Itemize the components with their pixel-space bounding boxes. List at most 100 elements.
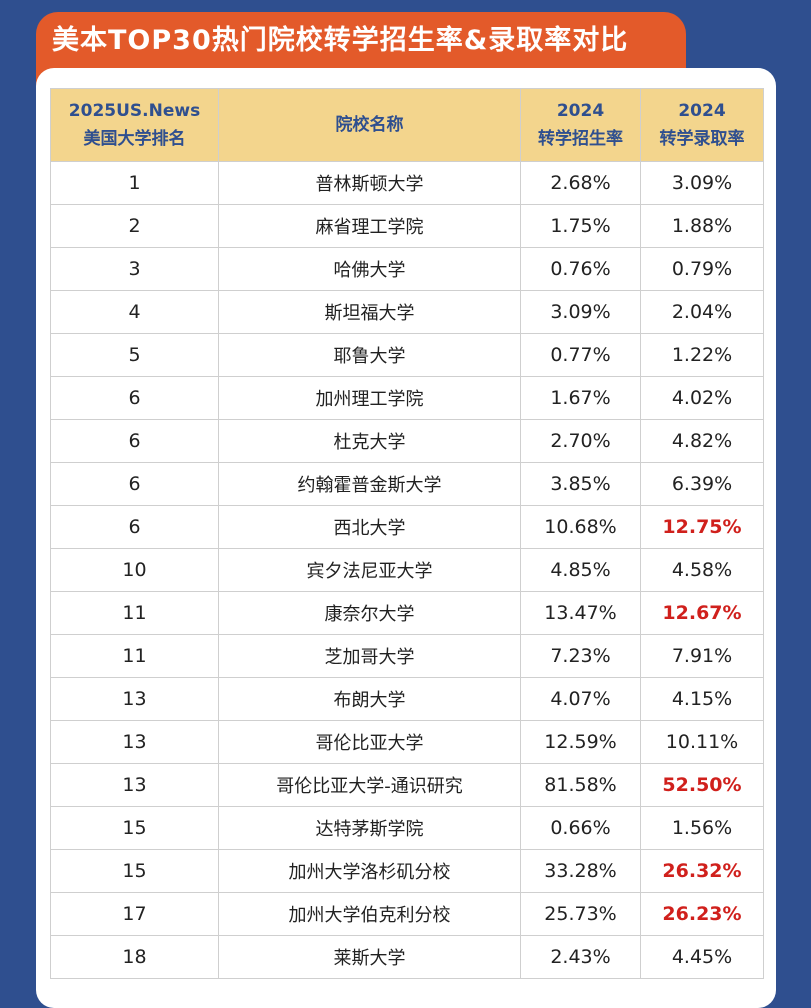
table-row: 11 芝加哥大学 7.23% 7.91%	[50, 634, 764, 678]
school-name-cell: 哈佛大学	[218, 247, 521, 291]
admit-rate-cell: 7.91%	[640, 634, 764, 678]
rank-cell: 13	[50, 763, 219, 807]
rank-cell: 4	[50, 290, 219, 334]
rank-cell: 15	[50, 806, 219, 850]
table-row: 13 哥伦比亚大学-通识研究 81.58% 52.50%	[50, 763, 764, 807]
enroll-rate-cell: 4.07%	[520, 677, 641, 721]
school-name-cell: 斯坦福大学	[218, 290, 521, 334]
rank-cell: 11	[50, 591, 219, 635]
table-row: 2 麻省理工学院 1.75% 1.88%	[50, 204, 764, 248]
enroll-rate-cell: 81.58%	[520, 763, 641, 807]
school-name-cell: 约翰霍普金斯大学	[218, 462, 521, 506]
rank-cell: 10	[50, 548, 219, 592]
table-row: 1 普林斯顿大学 2.68% 3.09%	[50, 161, 764, 205]
rank-cell: 11	[50, 634, 219, 678]
table-row: 10 宾夕法尼亚大学 4.85% 4.58%	[50, 548, 764, 592]
header-admit-line2: 转学录取率	[659, 129, 745, 149]
rank-cell: 18	[50, 935, 219, 979]
school-name-cell: 达特茅斯学院	[218, 806, 521, 850]
admit-rate-cell: 1.22%	[640, 333, 764, 377]
admit-rate-cell: 26.32%	[640, 849, 764, 893]
enroll-rate-cell: 0.66%	[520, 806, 641, 850]
school-name-cell: 哥伦比亚大学-通识研究	[218, 763, 521, 807]
rank-cell: 3	[50, 247, 219, 291]
enroll-rate-cell: 3.09%	[520, 290, 641, 334]
enroll-rate-cell: 2.70%	[520, 419, 641, 463]
school-name-cell: 西北大学	[218, 505, 521, 549]
enroll-rate-cell: 33.28%	[520, 849, 641, 893]
table-body: 1 普林斯顿大学 2.68% 3.09% 2 麻省理工学院 1.75% 1.88% 3 哈佛大学 0…	[50, 161, 764, 979]
school-name-cell: 宾夕法尼亚大学	[218, 548, 521, 592]
table-row: 11 康奈尔大学 13.47% 12.67%	[50, 591, 764, 635]
table-row: 3 哈佛大学 0.76% 0.79%	[50, 247, 764, 291]
header-rank-line1: 2025US.News	[68, 101, 201, 121]
ranking-table: 2025US.News 美国大学排名 院校名称 2024 转学招生率 2024 …	[50, 88, 764, 979]
rank-cell: 5	[50, 333, 219, 377]
school-name-cell: 莱斯大学	[218, 935, 521, 979]
table-row: 15 加州大学洛杉矶分校 33.28% 26.32%	[50, 849, 764, 893]
enroll-rate-cell: 4.85%	[520, 548, 641, 592]
enroll-rate-cell: 13.47%	[520, 591, 641, 635]
school-name-cell: 康奈尔大学	[218, 591, 521, 635]
school-name-cell: 麻省理工学院	[218, 204, 521, 248]
admit-rate-cell: 52.50%	[640, 763, 764, 807]
school-name-cell: 杜克大学	[218, 419, 521, 463]
header-name: 院校名称	[218, 88, 521, 162]
admit-rate-cell: 2.04%	[640, 290, 764, 334]
school-name-cell: 哥伦比亚大学	[218, 720, 521, 764]
enroll-rate-cell: 2.43%	[520, 935, 641, 979]
table-row: 13 哥伦比亚大学 12.59% 10.11%	[50, 720, 764, 764]
enroll-rate-cell: 10.68%	[520, 505, 641, 549]
table-row: 15 达特茅斯学院 0.66% 1.56%	[50, 806, 764, 850]
school-name-cell: 芝加哥大学	[218, 634, 521, 678]
header-rank: 2025US.News 美国大学排名	[50, 88, 219, 162]
table-row: 17 加州大学伯克利分校 25.73% 26.23%	[50, 892, 764, 936]
admit-rate-cell: 3.09%	[640, 161, 764, 205]
table-row: 6 西北大学 10.68% 12.75%	[50, 505, 764, 549]
enroll-rate-cell: 2.68%	[520, 161, 641, 205]
school-name-cell: 加州大学洛杉矶分校	[218, 849, 521, 893]
rank-cell: 17	[50, 892, 219, 936]
school-name-cell: 普林斯顿大学	[218, 161, 521, 205]
enroll-rate-cell: 25.73%	[520, 892, 641, 936]
enroll-rate-cell: 1.75%	[520, 204, 641, 248]
enroll-rate-cell: 3.85%	[520, 462, 641, 506]
table-row: 4 斯坦福大学 3.09% 2.04%	[50, 290, 764, 334]
header-admit-line1: 2024	[678, 101, 726, 121]
enroll-rate-cell: 7.23%	[520, 634, 641, 678]
rank-cell: 13	[50, 720, 219, 764]
rank-cell: 6	[50, 419, 219, 463]
enroll-rate-cell: 0.77%	[520, 333, 641, 377]
table-row: 5 耶鲁大学 0.77% 1.22%	[50, 333, 764, 377]
admit-rate-cell: 12.75%	[640, 505, 764, 549]
page-title: 美本TOP30热门院校转学招生率&录取率对比	[52, 25, 629, 56]
table-row: 13 布朗大学 4.07% 4.15%	[50, 677, 764, 721]
admit-rate-cell: 12.67%	[640, 591, 764, 635]
admit-rate-cell: 26.23%	[640, 892, 764, 936]
school-name-cell: 加州理工学院	[218, 376, 521, 420]
admit-rate-cell: 4.82%	[640, 419, 764, 463]
school-name-cell: 加州大学伯克利分校	[218, 892, 521, 936]
rank-cell: 15	[50, 849, 219, 893]
table-row: 6 杜克大学 2.70% 4.82%	[50, 419, 764, 463]
table-header-row: 2025US.News 美国大学排名 院校名称 2024 转学招生率 2024 …	[50, 88, 764, 162]
admit-rate-cell: 4.58%	[640, 548, 764, 592]
admit-rate-cell: 0.79%	[640, 247, 764, 291]
table-row: 18 莱斯大学 2.43% 4.45%	[50, 935, 764, 979]
admit-rate-cell: 4.02%	[640, 376, 764, 420]
admit-rate-cell: 4.15%	[640, 677, 764, 721]
header-enroll-line2: 转学招生率	[538, 129, 623, 149]
rank-cell: 13	[50, 677, 219, 721]
header-enroll-rate: 2024 转学招生率	[520, 88, 641, 162]
school-name-cell: 布朗大学	[218, 677, 521, 721]
enroll-rate-cell: 1.67%	[520, 376, 641, 420]
rank-cell: 6	[50, 462, 219, 506]
admit-rate-cell: 6.39%	[640, 462, 764, 506]
enroll-rate-cell: 12.59%	[520, 720, 641, 764]
header-enroll-line1: 2024	[556, 101, 605, 121]
rank-cell: 6	[50, 376, 219, 420]
header-admit-rate: 2024 转学录取率	[640, 88, 764, 162]
rank-cell: 6	[50, 505, 219, 549]
admit-rate-cell: 1.88%	[640, 204, 764, 248]
table-row: 6 约翰霍普金斯大学 3.85% 6.39%	[50, 462, 764, 506]
